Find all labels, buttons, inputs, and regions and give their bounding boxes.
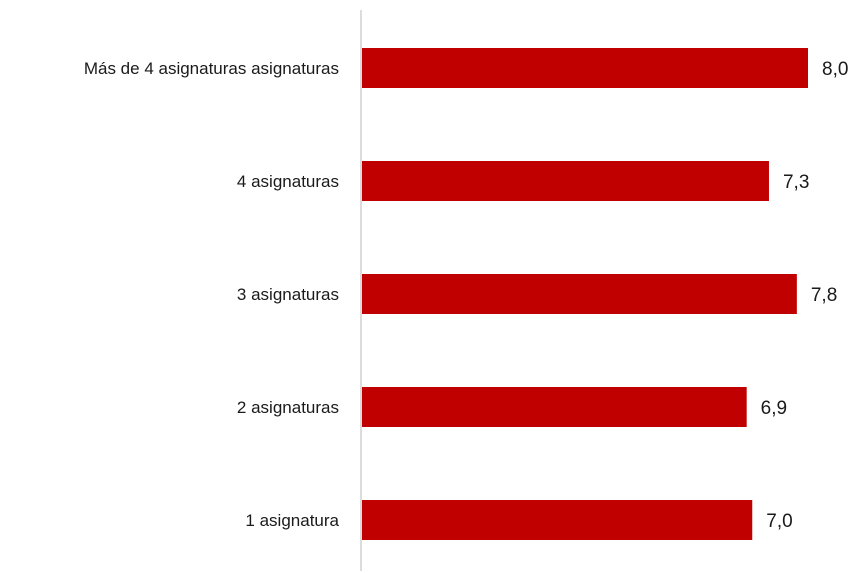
category-label: 3 asignaturas	[237, 285, 339, 304]
category-label: 4 asignaturas	[237, 172, 339, 191]
data-label: 6,9	[761, 398, 787, 419]
bar	[362, 48, 808, 88]
bar	[362, 387, 747, 427]
bar	[362, 274, 797, 314]
bar	[362, 500, 753, 540]
bars-group: Más de 4 asignaturas asignaturas 8,0 4 asi…	[84, 48, 848, 540]
bar	[362, 161, 769, 201]
category-label: 1 asignatura	[245, 511, 339, 530]
data-label: 8,0	[822, 59, 848, 80]
category-label: 2 asignaturas	[237, 398, 339, 417]
data-label: 7,8	[811, 285, 837, 306]
data-label: 7,3	[783, 172, 809, 193]
data-label: 7,0	[766, 511, 792, 532]
category-label: Más de 4 asignaturas asignaturas	[84, 59, 339, 78]
